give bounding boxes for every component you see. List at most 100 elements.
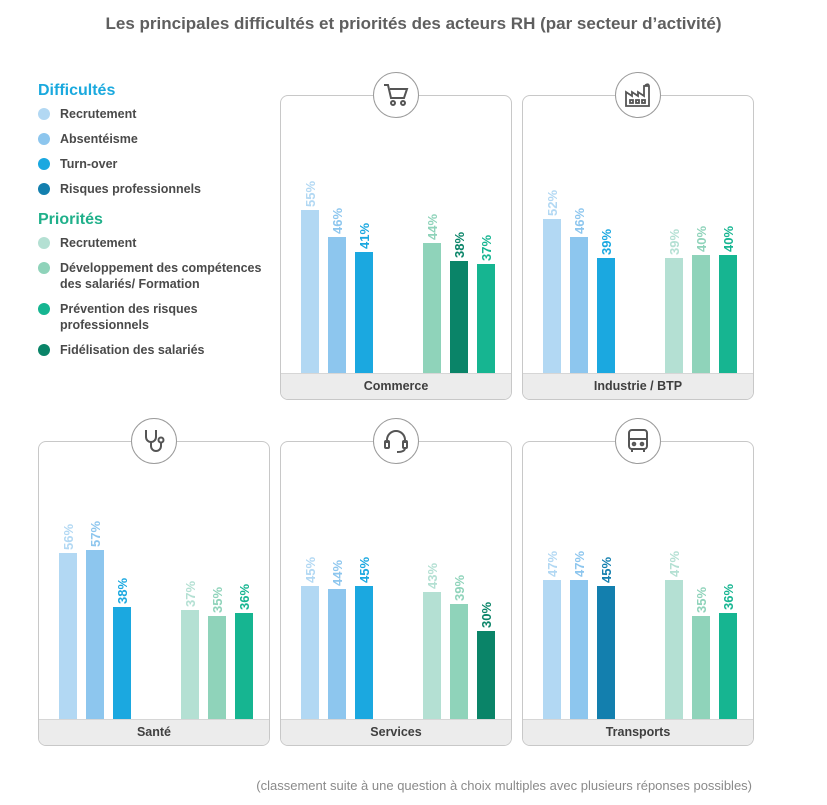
bar-value-label: 46% [330, 207, 345, 234]
bar-value-label: 45% [599, 556, 614, 583]
bar-value-label: 37% [479, 234, 494, 261]
legend-item-difficultes-3: Risques professionnels [38, 181, 278, 197]
bar-value-label: 55% [303, 180, 318, 207]
bus-icon [615, 418, 661, 464]
legend-swatch [38, 158, 50, 170]
legend-label: Fidélisation des salariés [60, 343, 205, 357]
headset-icon [373, 418, 419, 464]
legend-swatch [38, 183, 50, 195]
bar-value-label: 57% [88, 520, 103, 547]
bar-value-label: 56% [61, 523, 76, 550]
bar-difficulte-1 [328, 589, 346, 721]
bar-difficulte-0 [59, 553, 77, 721]
bar-priorite-1 [692, 616, 710, 721]
bar-difficulte-2 [597, 586, 615, 721]
sector-card-1: 52% 46% 39% 39% 40% 40% Industrie / BTP [522, 72, 754, 400]
bar-difficulte-1 [570, 580, 588, 721]
bar-priorite-1 [208, 616, 226, 721]
bar-value-label: 38% [452, 231, 467, 258]
legend-label: Risques professionnels [60, 182, 202, 196]
bar-value-label: 45% [357, 556, 372, 583]
bar-difficulte-2 [355, 586, 373, 721]
stethoscope-icon [131, 418, 177, 464]
bar-value-label: 37% [183, 580, 198, 607]
bar-value-label: 36% [721, 583, 736, 610]
legend-label: Turn-over [60, 157, 118, 171]
page-title: Les principales difficultés et priorités… [105, 14, 722, 33]
bar-priorite-2 [477, 264, 495, 375]
legend: Difficultés Recrutement Absentéisme Turn-o… [38, 82, 278, 367]
legend-item-priorites-3: Fidélisation des salariés [38, 342, 278, 358]
bar-difficulte-2 [113, 607, 131, 721]
bar-priorite-1 [450, 261, 468, 375]
bar-difficulte-0 [543, 219, 561, 375]
sector-card-0: 55% 46% 41% 44% 38% 37% Commerce [280, 72, 512, 400]
legend-swatch [38, 133, 50, 145]
bar-priorite-0 [665, 258, 683, 375]
legend-item-difficultes-2: Turn-over [38, 156, 278, 172]
legend-swatch [38, 108, 50, 120]
bar-value-label: 38% [115, 577, 130, 604]
legend-swatch [38, 237, 50, 249]
bar-value-label: 40% [721, 225, 736, 252]
legend-label: Prévention des risques professionnels [60, 302, 198, 332]
bar-priorite-0 [423, 243, 441, 375]
bar-value-label: 47% [545, 550, 560, 577]
legend-item-priorites-2: Prévention des risques professionnels [38, 301, 278, 333]
bar-value-label: 43% [425, 562, 440, 589]
sector-name: Transports [523, 719, 753, 745]
bar-value-label: 35% [694, 586, 709, 613]
bar-priorite-2 [719, 255, 737, 375]
bar-value-label: 39% [599, 228, 614, 255]
footnote: (classement suite à une question à choix… [256, 778, 752, 793]
legend-priorites-title: Priorités [38, 211, 103, 228]
legend-swatch [38, 344, 50, 356]
bar-value-label: 40% [694, 225, 709, 252]
bar-value-label: 45% [303, 556, 318, 583]
sector-card-3: 45% 44% 45% 43% 39% 30% Services [280, 418, 512, 746]
bar-difficulte-0 [301, 586, 319, 721]
sector-card-4: 47% 47% 45% 47% 35% 36% Transports [522, 418, 754, 746]
bar-value-label: 41% [357, 222, 372, 249]
sector-name: Services [281, 719, 511, 745]
bar-priorite-0 [665, 580, 683, 721]
legend-item-difficultes-0: Recrutement [38, 106, 278, 122]
legend-swatch [38, 262, 50, 274]
bar-difficulte-2 [597, 258, 615, 375]
bar-value-label: 39% [452, 574, 467, 601]
sector-card-2: 56% 57% 38% 37% 35% 36% Santé [38, 418, 270, 746]
bar-value-label: 35% [210, 586, 225, 613]
bar-value-label: 47% [572, 550, 587, 577]
bar-value-label: 47% [667, 550, 682, 577]
bar-priorite-0 [181, 610, 199, 721]
legend-label: Développement des compétences des salari… [60, 261, 262, 291]
bar-value-label: 44% [330, 559, 345, 586]
legend-label: Recrutement [60, 107, 137, 121]
legend-swatch [38, 303, 50, 315]
bar-difficulte-1 [570, 237, 588, 375]
bar-priorite-2 [719, 613, 737, 721]
bar-difficulte-1 [328, 237, 346, 375]
bar-value-label: 46% [572, 207, 587, 234]
cart-icon [373, 72, 419, 118]
bar-value-label: 44% [425, 213, 440, 240]
legend-label: Absentéisme [60, 132, 138, 146]
bar-difficulte-0 [543, 580, 561, 721]
sector-name: Santé [39, 719, 269, 745]
sector-name: Commerce [281, 373, 511, 399]
legend-label: Recrutement [60, 236, 137, 250]
bar-value-label: 39% [667, 228, 682, 255]
legend-difficultes-title: Difficultés [38, 82, 116, 99]
bar-priorite-1 [450, 604, 468, 721]
bar-difficulte-1 [86, 550, 104, 721]
sector-name: Industrie / BTP [523, 373, 753, 399]
bar-difficulte-2 [355, 252, 373, 375]
bar-difficulte-0 [301, 210, 319, 375]
factory-icon [615, 72, 661, 118]
legend-item-priorites-0: Recrutement [38, 235, 278, 251]
bar-priorite-2 [477, 631, 495, 721]
legend-item-priorites-1: Développement des compétences des salari… [38, 260, 278, 292]
bar-priorite-2 [235, 613, 253, 721]
bar-value-label: 30% [479, 601, 494, 628]
legend-item-difficultes-1: Absentéisme [38, 131, 278, 147]
